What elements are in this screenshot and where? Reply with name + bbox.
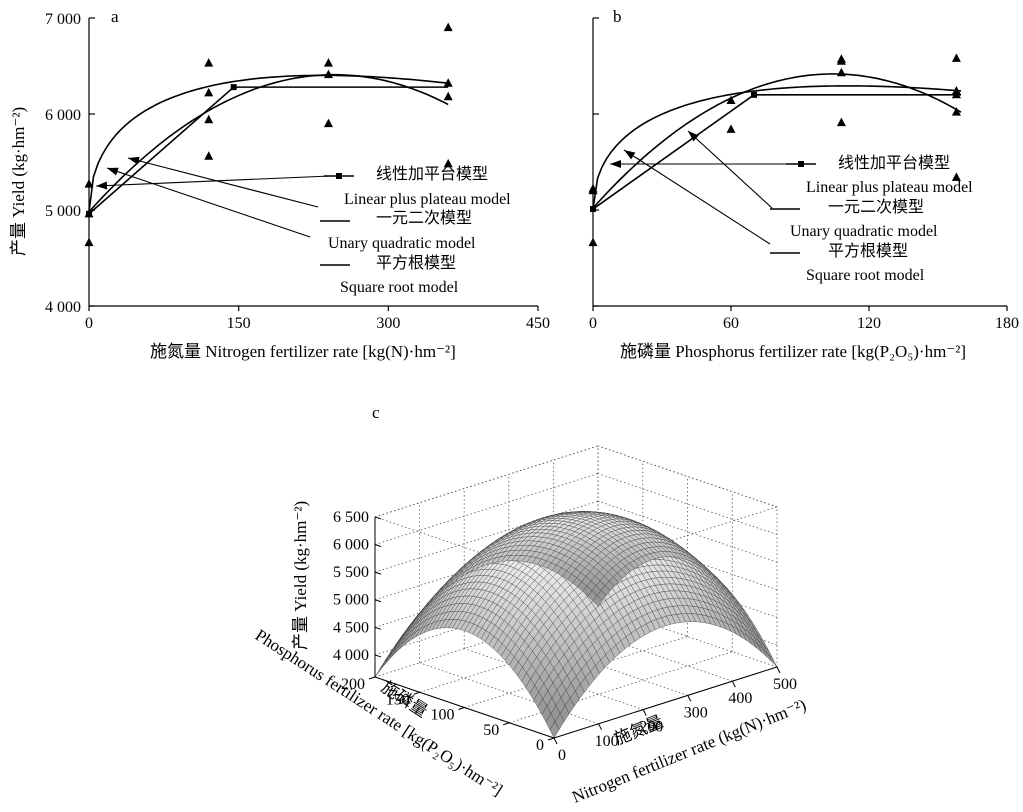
panel-b: b 0 60 120 180 线性加平台模型 Linear plus plateau …: [589, 7, 1020, 361]
panel-b-label: b: [613, 7, 622, 26]
x-tick-label: 0: [558, 747, 566, 764]
panel-a-x-title: 施氮量 Nitrogen fertilizer rate [kg(N)·hm⁻²…: [150, 342, 456, 361]
panel-a-y-title: 产量 Yield (kg·hm⁻²): [9, 107, 28, 256]
data-point: [324, 119, 333, 128]
legend-sample-marker: [798, 161, 804, 167]
x-tick-mark: [688, 695, 691, 701]
legend-b-en-2: Unary quadratic model: [790, 223, 938, 240]
z-tick-label: 5 500: [333, 564, 369, 581]
legend-b-zh-2: 一元二次模型: [828, 198, 924, 216]
y-tick-mark: [459, 708, 465, 710]
series-linear-plateau-marker: [231, 84, 237, 90]
data-point: [204, 151, 213, 160]
panel-a-xtick-label: 300: [376, 315, 400, 332]
panel-b-xtick-label: 180: [995, 315, 1019, 332]
x-tick-label: 500: [773, 676, 797, 693]
x-tick-mark: [643, 710, 646, 716]
legend-leader-line: [688, 131, 772, 208]
data-point: [444, 23, 453, 32]
panel-c-label: c: [372, 403, 380, 422]
legend-a-en-3: Square root model: [340, 279, 459, 296]
data-point: [727, 124, 736, 133]
panel-b-xtick-label: 120: [857, 315, 881, 332]
y-tick-label: 100: [431, 707, 455, 724]
legend-arrowhead: [96, 182, 107, 190]
z-tick-mark: [375, 655, 381, 657]
data-point: [444, 92, 453, 101]
legend-leader-line: [128, 158, 318, 207]
panel-a-ytick-label: 7 000: [45, 11, 81, 28]
panel-c-z-title: 产量 Yield (kg·hm⁻²): [291, 501, 310, 650]
legend-arrowhead: [610, 160, 621, 168]
legend-a-en-1: Linear plus plateau model: [344, 191, 511, 208]
x-tick-mark: [554, 738, 557, 744]
x-tick-mark: [732, 681, 735, 687]
legend-b-en-3: Square root model: [806, 267, 925, 284]
data-point: [837, 68, 846, 77]
data-point: [204, 58, 213, 67]
data-point: [589, 238, 598, 247]
surface-cell: [768, 654, 777, 667]
z-tick-label: 6 500: [333, 509, 369, 526]
data-point: [952, 53, 961, 62]
y-tick-mark: [369, 677, 375, 679]
panel-b-x-title: 施磷量 Phosphorus fertilizer rate [kg(P₂O₅)…: [620, 342, 966, 361]
legend-b-en-1: Linear plus plateau model: [806, 179, 973, 196]
panel-a-legend: 线性加平台模型 Linear plus plateau model 一元二次模型…: [96, 157, 511, 296]
z-tick-mark: [375, 545, 381, 547]
panel-a-ytick-label: 6 000: [45, 107, 81, 124]
legend-b-zh-3: 平方根模型: [828, 242, 908, 260]
legend-a-zh-2: 一元二次模型: [376, 209, 472, 227]
data-point: [324, 58, 333, 67]
y-tick-label: 0: [536, 737, 544, 754]
series-linear-plateau-marker: [751, 92, 757, 98]
legend-arrowhead: [624, 150, 635, 159]
data-point: [85, 238, 94, 247]
x-tick-mark: [777, 667, 780, 673]
data-point: [324, 70, 333, 79]
z-tick-label: 6 000: [333, 537, 369, 554]
panel-a-xtick-label: 150: [227, 315, 251, 332]
panel-a-ytick-label: 4 000: [45, 299, 81, 316]
z-tick-mark: [375, 517, 381, 519]
y-tick-mark: [503, 723, 509, 725]
data-point: [204, 115, 213, 124]
legend-b-zh-1: 线性加平台模型: [838, 154, 950, 172]
y-tick-mark: [548, 738, 554, 740]
data-point: [204, 88, 213, 97]
panel-c-surface: [375, 511, 777, 738]
panel-a-xtick-label: 450: [526, 315, 550, 332]
z-tick-mark: [375, 572, 381, 574]
panel-b-ticks: 0 60 120 180: [589, 18, 1019, 332]
y-tick-label: 50: [483, 722, 499, 739]
panel-b-legend: 线性加平台模型 Linear plus plateau model 一元二次模型…: [610, 131, 973, 284]
panel-b-xtick-label: 60: [723, 315, 739, 332]
z-tick-mark: [375, 600, 381, 602]
panel-a: a 4 000 5 000 6 000 7 000 0 150 300 450 线性加平台模型…: [9, 7, 550, 361]
x-tick-label: 300: [684, 704, 708, 721]
z-tick-mark: [375, 627, 381, 629]
panel-a-xtick-label: 0: [85, 315, 93, 332]
legend-sample-marker: [336, 173, 342, 179]
legend-arrowhead: [128, 157, 140, 165]
z-tick-label: 5 000: [333, 592, 369, 609]
panel-a-ytick-label: 5 000: [45, 203, 81, 220]
data-point: [837, 118, 846, 127]
legend-a-zh-1: 线性加平台模型: [376, 165, 488, 183]
z-tick-label: 4 500: [333, 619, 369, 636]
legend-arrowhead: [107, 168, 119, 176]
x-tick-label: 400: [728, 690, 752, 707]
panel-c-y-title-en: Phosphorus fertilizer rate [kg(P₂O₅)·hm⁻…: [252, 625, 506, 799]
panel-a-label: a: [111, 7, 119, 26]
z-tick-label: 4 000: [333, 647, 369, 664]
legend-a-en-2: Unary quadratic model: [328, 235, 476, 252]
panel-a-axes: [89, 18, 538, 306]
box-edge: [375, 446, 598, 517]
panel-b-xtick-label: 0: [589, 315, 597, 332]
legend-a-zh-3: 平方根模型: [376, 254, 456, 272]
x-tick-mark: [599, 724, 602, 730]
